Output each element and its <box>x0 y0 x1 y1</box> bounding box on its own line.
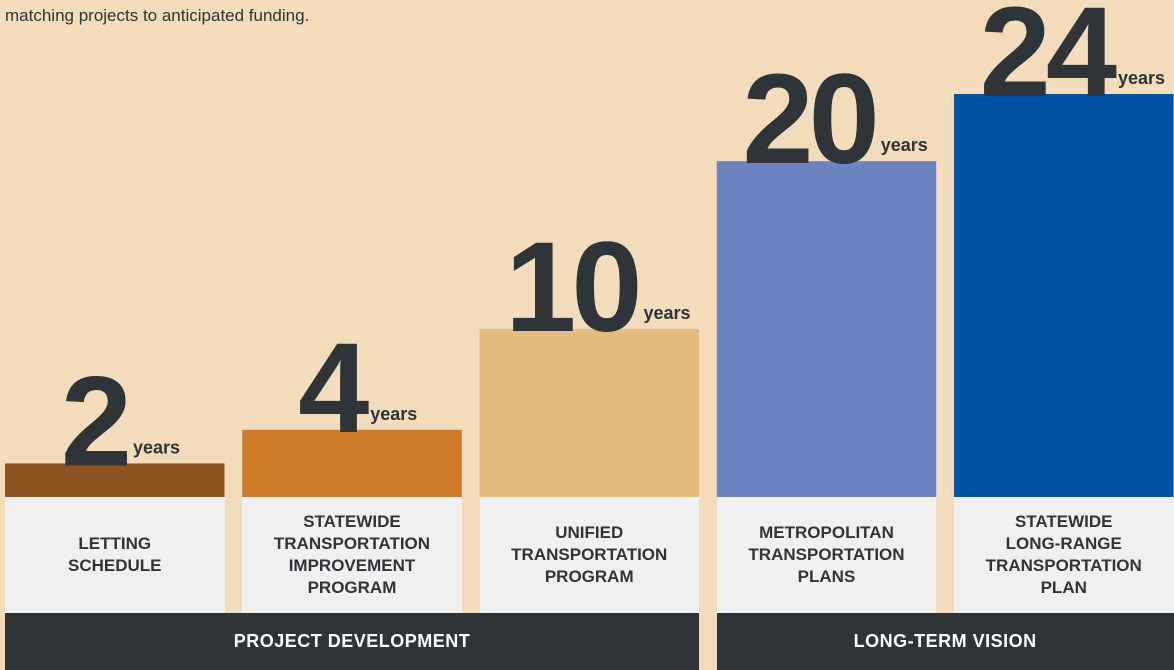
bar <box>479 329 699 497</box>
value-label: 10 <box>505 216 637 359</box>
value-label: 20 <box>742 48 874 191</box>
unit-label: years <box>370 404 417 424</box>
category-label: METROPOLITAN TRANSPORTATION PLANS <box>716 497 937 613</box>
value-label: 24 <box>980 0 1117 124</box>
unit-label: years <box>1118 68 1165 88</box>
bar <box>954 94 1174 497</box>
category-label: LETTING SCHEDULE <box>5 497 225 613</box>
unit-label: years <box>133 437 180 457</box>
category-label: STATEWIDE TRANSPORTATION IMPROVEMENT PRO… <box>242 497 462 613</box>
value-label: 2 <box>61 350 128 493</box>
unit-label: years <box>881 135 928 155</box>
group-label: LONG-TERM VISION <box>716 613 1174 670</box>
bar <box>716 161 937 497</box>
bar <box>5 463 225 497</box>
bar <box>242 429 462 497</box>
category-label: UNIFIED TRANSPORTATION PROGRAM <box>479 497 699 613</box>
unit-label: years <box>644 303 691 323</box>
group-label: PROJECT DEVELOPMENT <box>5 613 699 670</box>
category-label: STATEWIDE LONG-RANGE TRANSPORTATION PLAN <box>954 497 1174 613</box>
intro-text: matching projects to anticipated funding… <box>5 6 310 25</box>
value-label: 4 <box>298 317 369 460</box>
